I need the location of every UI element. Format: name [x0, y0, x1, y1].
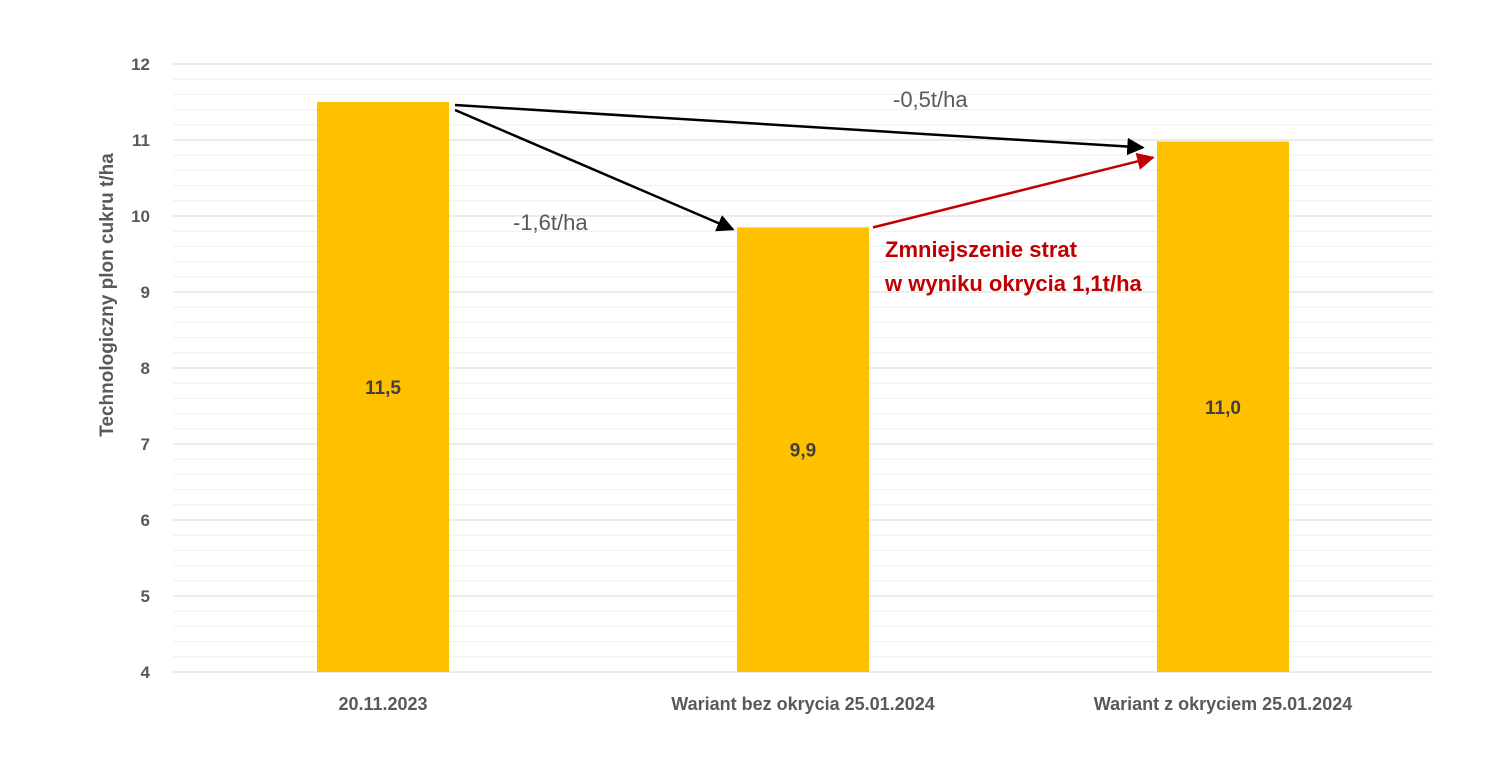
annotation-loss-covered: -0,5t/ha [893, 87, 968, 112]
bar-data-label: 11,5 [365, 378, 401, 399]
bar [1157, 141, 1289, 672]
arrow-to-covered [454, 103, 1145, 156]
y-tick-label: 5 [141, 587, 150, 606]
arrow-to-uncovered [454, 108, 735, 232]
y-ticks-layer: 4 5 6 7 8 9 10 11 12 [131, 55, 150, 682]
x-category-label: Wariant bez okrycia 25.01.2024 [671, 694, 934, 714]
annotation-reduction-line1: Zmniejszenie strat [885, 237, 1078, 262]
x-categories-layer: 20.11.2023 Wariant bez okrycia 25.01.2024… [338, 694, 1352, 714]
x-category-label: 20.11.2023 [338, 694, 427, 714]
x-category-label: Wariant z okryciem 25.01.2024 [1094, 694, 1352, 714]
bar-data-label: 9,9 [790, 441, 816, 462]
bar [737, 227, 869, 672]
y-tick-label: 7 [141, 435, 150, 454]
y-tick-label: 8 [141, 359, 150, 378]
y-tick-label: 9 [141, 283, 150, 302]
y-tick-label: 10 [131, 207, 150, 226]
bar [317, 102, 449, 672]
arrow-reduction [872, 152, 1155, 229]
annotation-reduction-line2: w wyniku okrycia 1,1t/ha [884, 271, 1143, 296]
y-tick-label: 11 [132, 131, 150, 150]
y-tick-label: 4 [141, 663, 151, 682]
y-tick-label: 12 [131, 55, 150, 74]
bar-data-label: 11,0 [1205, 398, 1241, 419]
y-tick-label: 6 [141, 511, 150, 530]
bars-layer: 11,5 9,9 11,0 [317, 102, 1289, 672]
annotation-loss-uncovered: -1,6t/ha [513, 210, 588, 235]
y-axis-label: Technologiczny plon cukru t/ha [97, 153, 118, 437]
arrows-layer [454, 103, 1155, 232]
